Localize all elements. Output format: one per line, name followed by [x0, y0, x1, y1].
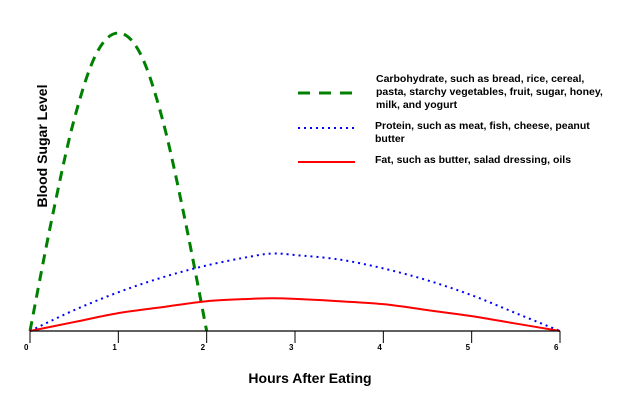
x-tick-label: 2 — [201, 343, 206, 352]
legend-label-protein: Protein, such as meat, fish, cheese, pea… — [375, 120, 590, 145]
x-tick-label: 6 — [554, 343, 559, 352]
series-line-fat — [29, 297, 561, 332]
series-line-protein — [29, 252, 561, 332]
y-axis-title: Blood Sugar Level — [34, 85, 50, 208]
x-tick-label: 1 — [112, 343, 117, 352]
series-line-carbohydrate — [28, 31, 209, 332]
x-tick-label: 4 — [377, 343, 382, 352]
x-axis-title: Hours After Eating — [248, 370, 371, 386]
x-tick-label: 3 — [289, 343, 294, 352]
legend-label-carbohydrate: Carbohydrate, such as bread, rice, cerea… — [376, 73, 603, 111]
legend-label-fat: Fat, such as butter, salad dressing, oil… — [375, 154, 572, 166]
x-tick-label: 0 — [24, 343, 29, 352]
x-tick-label: 5 — [466, 343, 471, 352]
